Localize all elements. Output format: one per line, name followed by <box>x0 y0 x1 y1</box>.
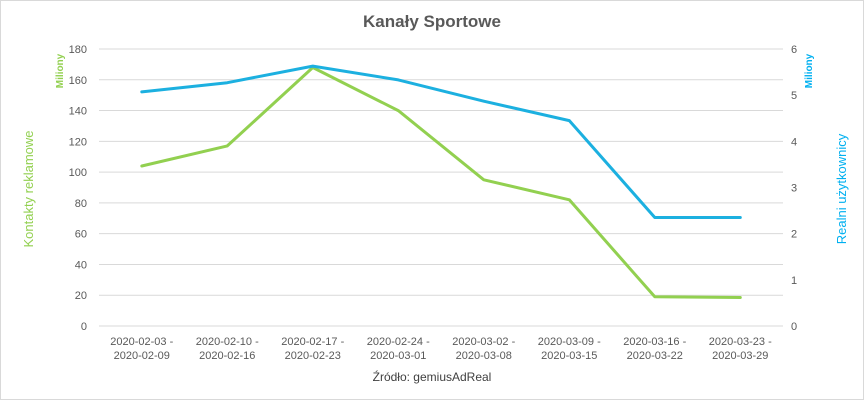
x-tick-line: 2020-02-17 - <box>281 336 344 348</box>
right-tick-label: 4 <box>791 136 797 148</box>
series-line-contacts <box>140 66 742 299</box>
x-tick-label: 2020-03-23 - 2020-03-29 <box>709 336 772 362</box>
x-tick-line: 2020-03-23 - <box>709 336 772 348</box>
right-tick-label: 3 <box>791 183 797 195</box>
x-tick-label: 2020-03-16 - 2020-03-22 <box>623 336 686 362</box>
right-tick-label: 2 <box>791 229 797 241</box>
x-tick-line: 2020-03-08 <box>456 350 512 362</box>
x-tick-line: 2020-03-02 - <box>452 336 515 348</box>
left-axis-label: Kontakty reklamowe <box>21 130 36 247</box>
left-tick-label: 180 <box>69 44 87 56</box>
chart-title: Kanały Sportowe <box>363 12 501 31</box>
x-tick-line: 2020-02-03 - <box>110 336 173 348</box>
x-tick-line: 2020-03-22 <box>627 350 683 362</box>
x-tick-label: 2020-02-10 - 2020-02-16 <box>196 336 259 362</box>
right-tick-label: 6 <box>791 44 797 56</box>
x-tick-label: 2020-02-03 - 2020-02-09 <box>110 336 173 362</box>
x-tick-label: 2020-03-02 - 2020-03-08 <box>452 336 515 362</box>
x-tick-line: 2020-02-09 <box>114 350 170 362</box>
x-tick-line: 2020-03-16 - <box>623 336 686 348</box>
x-tick-label: 2020-03-09 - 2020-03-15 <box>538 336 601 362</box>
left-tick-label: 80 <box>75 198 87 210</box>
x-tick-line: 2020-03-15 <box>541 350 597 362</box>
x-tick-line: 2020-02-23 <box>285 350 341 362</box>
left-tick-label: 0 <box>81 321 87 333</box>
left-tick-label: 160 <box>69 75 87 87</box>
gridlines <box>99 48 783 327</box>
left-axis-unit: Miliony <box>55 53 66 88</box>
left-tick-label: 40 <box>75 259 87 271</box>
right-tick-label: 0 <box>791 321 797 333</box>
right-tick-label: 5 <box>791 90 797 102</box>
right-axis-ticks: 0 1 2 3 4 5 6 <box>791 44 797 333</box>
right-axis-label: Realni użytkownicy <box>834 133 849 244</box>
x-tick-line: 2020-02-24 - <box>367 336 430 348</box>
x-tick-line: 2020-03-09 - <box>538 336 601 348</box>
x-tick-line: 2020-03-01 <box>370 350 426 362</box>
right-tick-label: 1 <box>791 275 797 287</box>
x-tick-label: 2020-02-17 - 2020-02-23 <box>281 336 344 362</box>
left-axis-ticks: 0 20 40 60 80 100 120 140 160 180 <box>69 44 87 333</box>
x-tick-label: 2020-02-24 - 2020-03-01 <box>367 336 430 362</box>
source-note: Źródło: gemiusAdReal <box>373 369 492 384</box>
right-axis-unit: Miliony <box>804 53 815 88</box>
left-tick-label: 140 <box>69 106 87 118</box>
series-line-users <box>140 64 742 219</box>
left-tick-label: 100 <box>69 167 87 179</box>
x-tick-line: 2020-03-29 <box>712 350 768 362</box>
left-tick-label: 120 <box>69 136 87 148</box>
x-tick-line: 2020-02-16 <box>199 350 255 362</box>
x-tick-line: 2020-02-10 - <box>196 336 259 348</box>
series-lines <box>140 64 742 299</box>
left-tick-label: 60 <box>75 229 87 241</box>
left-tick-label: 20 <box>75 290 87 302</box>
